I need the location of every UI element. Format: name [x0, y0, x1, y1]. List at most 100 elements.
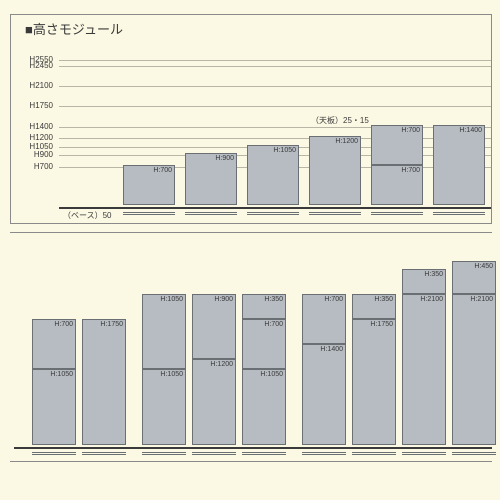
- gridline: [59, 86, 491, 87]
- module-box-label: H:1750: [100, 321, 123, 329]
- lower-panel: H:1050 H:700 H:1750 H:1050 H:1050 H:1200 H:900…: [10, 232, 492, 462]
- gridline: [59, 106, 491, 107]
- module-column: H:1200 H:900: [192, 294, 236, 445]
- module-box: H:700: [32, 319, 76, 369]
- module-column: H:1050: [247, 145, 299, 205]
- gridline: [59, 60, 491, 61]
- module-box-label: H:700: [54, 321, 73, 329]
- y-label: H2450: [15, 62, 53, 70]
- base-note: （ベース）50: [63, 210, 112, 221]
- base-marker: [433, 212, 485, 215]
- base-marker: [142, 452, 186, 455]
- module-box-label: H:900: [214, 296, 233, 304]
- tenban-note: （天板）25・15: [311, 115, 369, 126]
- module-box: H:1750: [82, 319, 126, 445]
- module-box: H:900: [185, 153, 237, 205]
- title: ■高さモジュール: [25, 19, 123, 38]
- y-label: H1200: [15, 134, 53, 142]
- module-box: H:700: [371, 125, 423, 165]
- module-column: H:1050 H:700: [32, 319, 76, 445]
- module-box-label: H:1200: [335, 138, 358, 146]
- module-box-label: H:450: [474, 263, 493, 271]
- ground-line: [59, 207, 491, 209]
- ground-line: [14, 447, 492, 449]
- module-box-label: H:700: [324, 296, 343, 304]
- y-label: H1400: [15, 123, 53, 131]
- module-box: H:700: [123, 165, 175, 205]
- module-box: H:1400: [302, 344, 346, 445]
- module-box-label: H:1750: [370, 321, 393, 329]
- module-column: H:1750 H:350: [352, 294, 396, 445]
- module-box-label: H:2100: [420, 296, 443, 304]
- module-box-label: H:700: [153, 167, 172, 175]
- module-column: H:1400 H:700: [302, 294, 346, 445]
- base-marker: [452, 452, 496, 455]
- base-marker: [402, 452, 446, 455]
- module-box: H:350: [402, 269, 446, 294]
- base-marker: [302, 452, 346, 455]
- module-box: H:2100: [402, 294, 446, 445]
- module-box: H:1200: [192, 359, 236, 445]
- module-box-label: H:700: [401, 127, 420, 135]
- module-box-label: H:350: [264, 296, 283, 304]
- module-column: H:1050 H:700 H:350: [242, 294, 286, 445]
- module-box: H:450: [452, 261, 496, 293]
- base-marker: [352, 452, 396, 455]
- module-column: H:1400: [433, 125, 485, 206]
- module-column: H:2100 H:350: [402, 269, 446, 445]
- gridline: [59, 127, 491, 128]
- module-box: H:700: [371, 165, 423, 205]
- module-box-label: H:1050: [160, 371, 183, 379]
- module-column: H:1750: [82, 319, 126, 445]
- module-box-label: H:1200: [210, 361, 233, 369]
- module-column: H:700: [123, 165, 175, 205]
- module-box: H:1050: [32, 369, 76, 445]
- module-box-label: H:1050: [50, 371, 73, 379]
- module-box: H:700: [302, 294, 346, 344]
- module-box: H:1050: [247, 145, 299, 205]
- module-box-label: H:1050: [160, 296, 183, 304]
- y-label: H2100: [15, 82, 53, 90]
- module-box: H:1750: [352, 319, 396, 445]
- module-box-label: H:350: [424, 271, 443, 279]
- module-box-label: H:700: [401, 167, 420, 175]
- module-box-label: H:1050: [260, 371, 283, 379]
- module-column: H:2100 H:450: [452, 261, 496, 445]
- gridline: [59, 66, 491, 67]
- module-column: H:700 H:700: [371, 125, 423, 206]
- module-box: H:1050: [242, 369, 286, 445]
- upper-panel: ■高さモジュールH2550H2450H2100H1750H1400H1200H1…: [10, 14, 492, 224]
- base-marker: [309, 212, 361, 215]
- module-column: H:1200: [309, 136, 361, 205]
- module-box: H:1050: [142, 294, 186, 370]
- module-box: H:900: [192, 294, 236, 359]
- base-marker: [82, 452, 126, 455]
- module-box: H:350: [242, 294, 286, 319]
- module-box-label: H:1050: [273, 147, 296, 155]
- base-marker: [247, 212, 299, 215]
- base-marker: [192, 452, 236, 455]
- module-column: H:1050 H:1050: [142, 294, 186, 445]
- gridline: [59, 138, 491, 139]
- module-box-label: H:900: [215, 155, 234, 163]
- module-column: H:900: [185, 153, 237, 205]
- module-box: H:350: [352, 294, 396, 319]
- module-box: H:2100: [452, 294, 496, 445]
- module-box: H:700: [242, 319, 286, 369]
- module-box-label: H:2100: [470, 296, 493, 304]
- y-label: H700: [15, 163, 53, 171]
- y-label: H1750: [15, 102, 53, 110]
- base-marker: [123, 212, 175, 215]
- module-box-label: H:1400: [459, 127, 482, 135]
- module-box-label: H:350: [374, 296, 393, 304]
- base-marker: [185, 212, 237, 215]
- base-marker: [32, 452, 76, 455]
- module-box: H:1050: [142, 369, 186, 445]
- module-box-label: H:700: [264, 321, 283, 329]
- module-box: H:1200: [309, 136, 361, 205]
- base-marker: [371, 212, 423, 215]
- base-marker: [242, 452, 286, 455]
- y-label: H900: [15, 151, 53, 159]
- module-box: H:1400: [433, 125, 485, 206]
- module-box-label: H:1400: [320, 346, 343, 354]
